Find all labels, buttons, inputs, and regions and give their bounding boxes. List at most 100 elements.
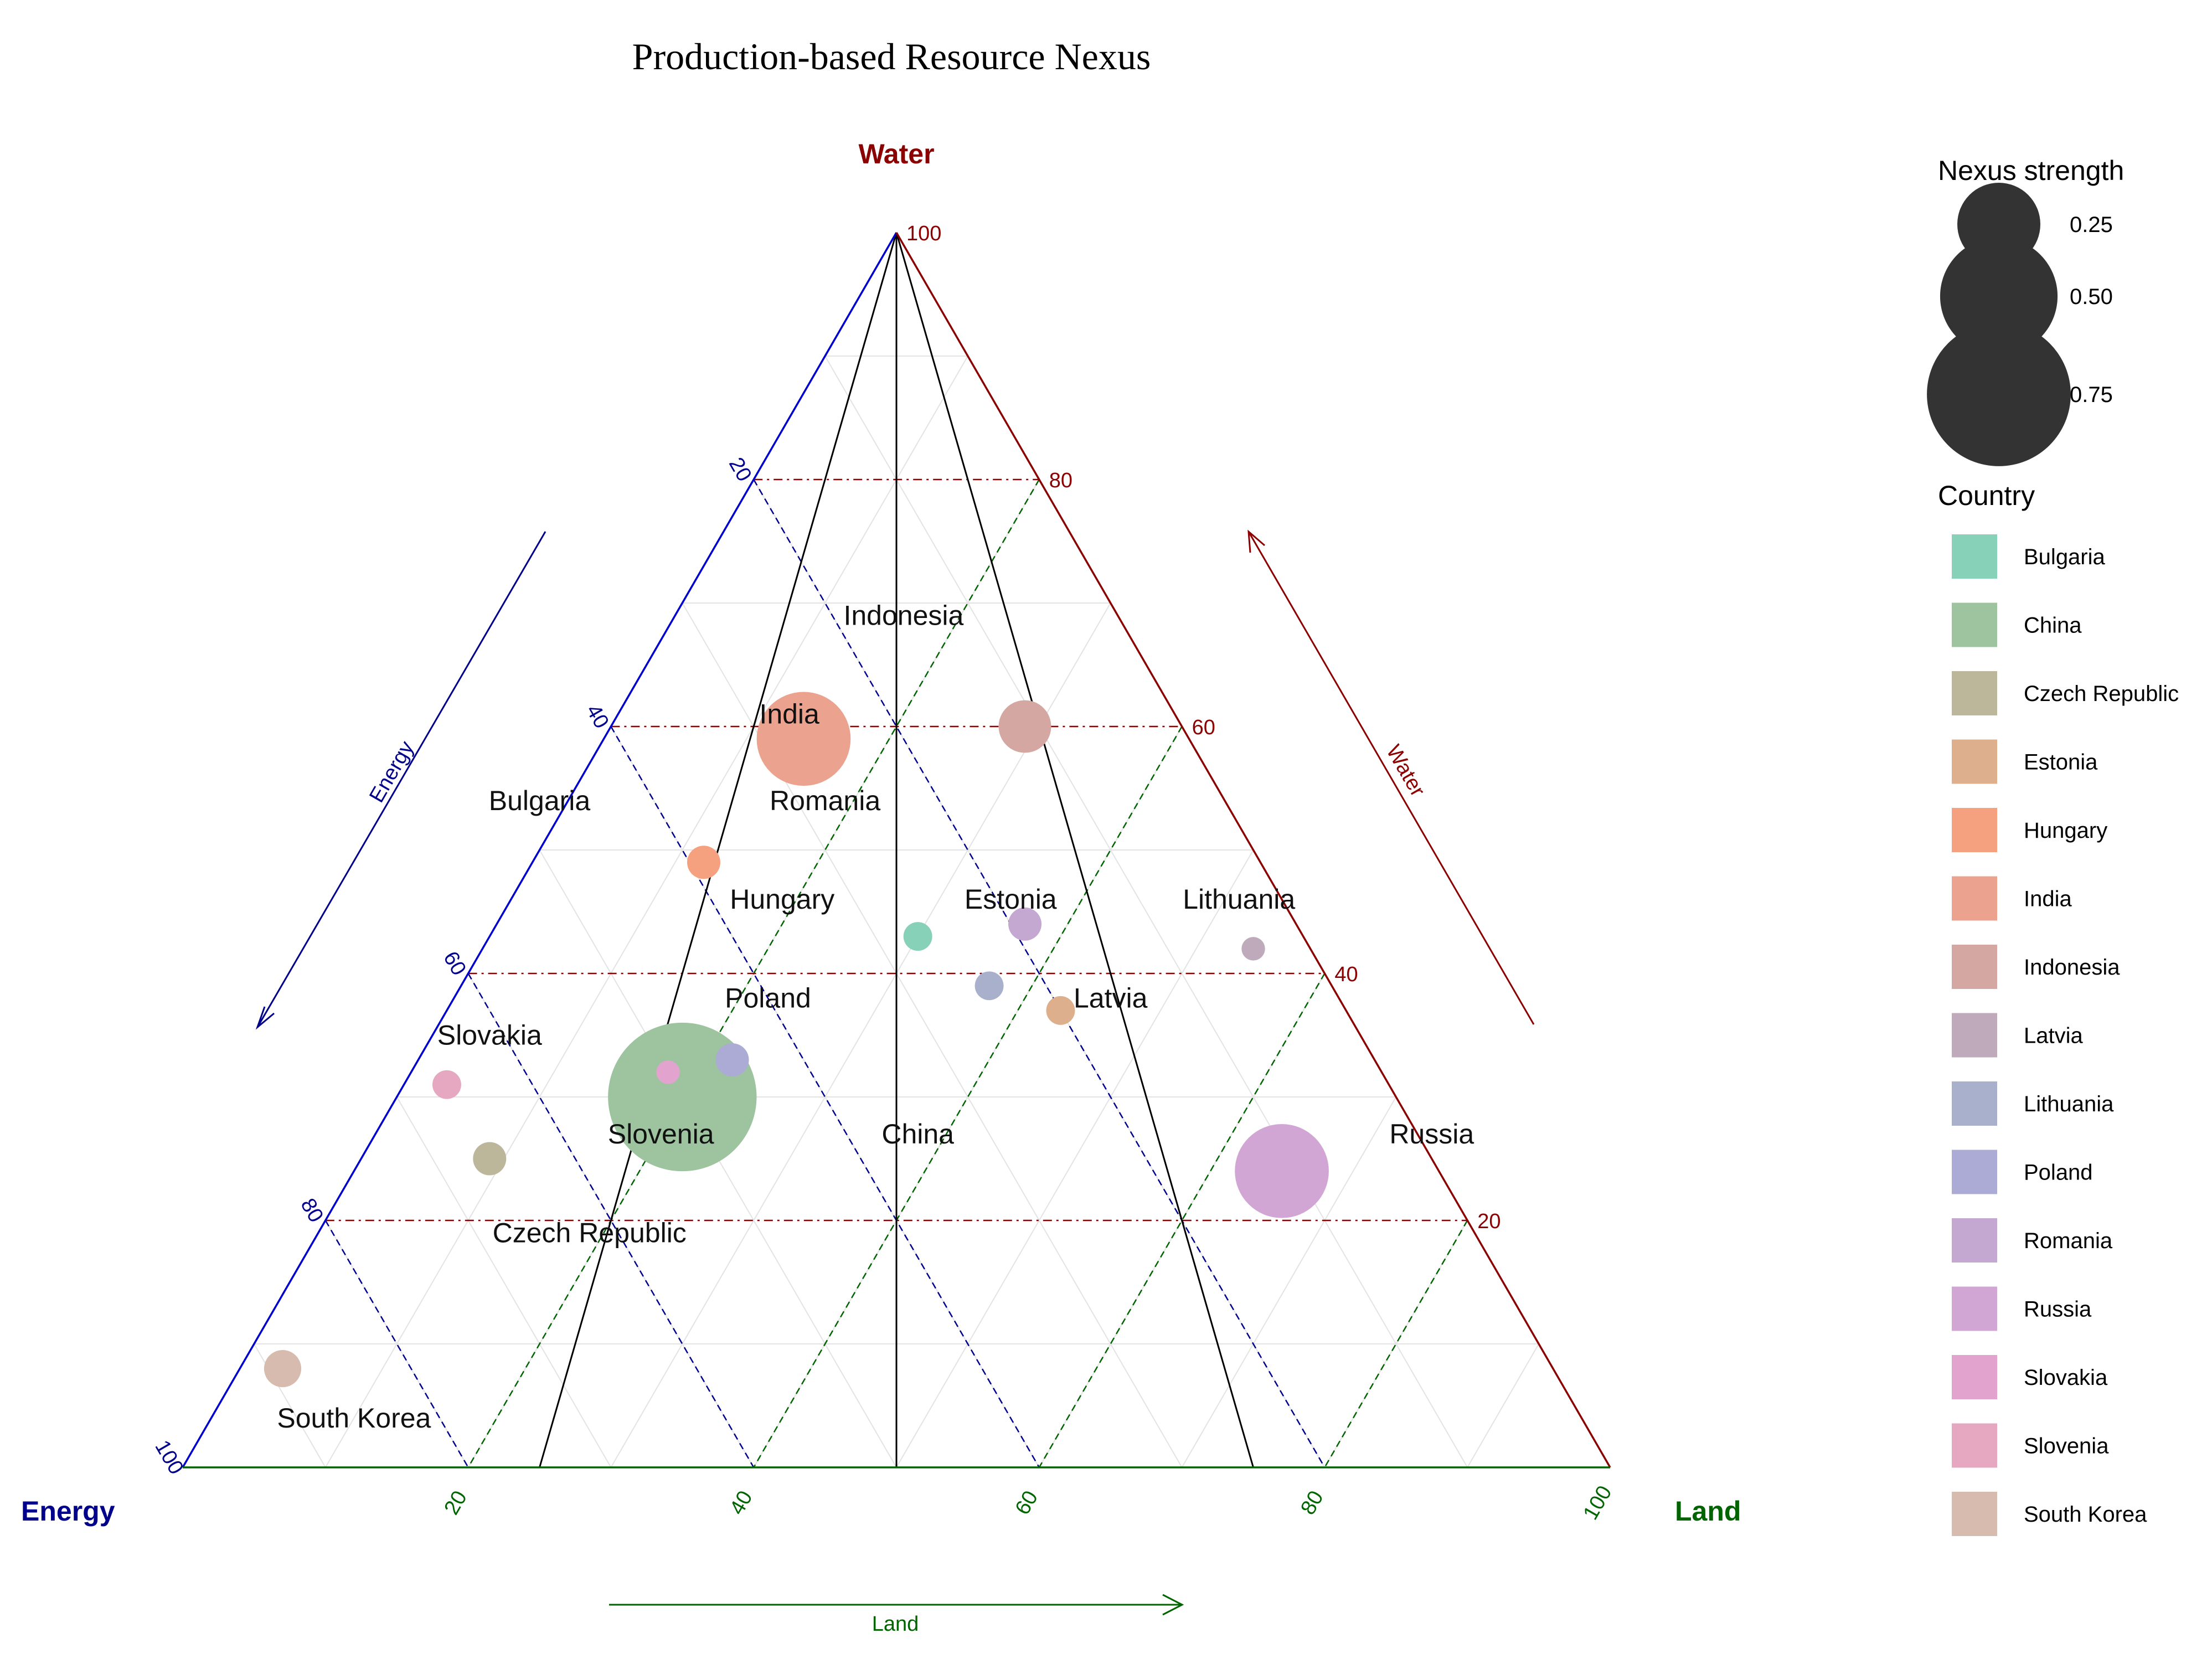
color-legend-label: Czech Republic xyxy=(2024,682,2179,706)
color-legend-label: Lithuania xyxy=(2024,1092,2114,1116)
land-direction-arrow: Land xyxy=(609,1594,1184,1636)
reference-lines xyxy=(324,232,1468,1468)
color-legend-swatch xyxy=(1952,602,1997,647)
data-point xyxy=(656,1060,680,1084)
gridline xyxy=(324,355,968,1468)
size-legend-circle xyxy=(1940,237,2058,355)
land-axis-title: Land xyxy=(1675,1496,1741,1527)
color-legend-swatch xyxy=(1952,1013,1997,1058)
water-tick-label: 60 xyxy=(1192,716,1215,739)
gridline xyxy=(824,355,1468,1468)
point-label: Lithuania xyxy=(1183,884,1295,915)
water-edge xyxy=(895,232,1611,1468)
size-legend-title: Nexus strength xyxy=(1938,155,2124,186)
gridline xyxy=(1467,1343,1539,1468)
point-label: China xyxy=(881,1119,954,1150)
data-point xyxy=(1046,996,1075,1025)
color-legend-swatch xyxy=(1952,1286,1997,1331)
point-label: Bulgaria xyxy=(489,785,591,816)
size-legend-entries: 0.25 0.50 0.75 xyxy=(1927,183,2113,466)
point-label: Poland xyxy=(725,983,811,1014)
data-point xyxy=(473,1142,507,1176)
point-label: Romania xyxy=(770,785,880,816)
water-tick-label: 100 xyxy=(906,222,941,245)
data-points xyxy=(264,692,1329,1388)
point-label: Latvia xyxy=(1074,983,1148,1014)
energy-reference-line xyxy=(467,973,755,1468)
size-legend-label: 0.50 xyxy=(2070,285,2113,309)
color-legend-label: Indonesia xyxy=(2024,955,2120,980)
land-arrow-label: Land xyxy=(872,1612,919,1636)
color-legend-label: Romania xyxy=(2024,1229,2113,1253)
point-label: India xyxy=(759,699,819,730)
color-legend: Country Bulgaria China Czech Republic Eston… xyxy=(1938,480,2179,1536)
gridline xyxy=(1181,1096,1397,1468)
point-label: Russia xyxy=(1389,1119,1474,1150)
color-legend-label: South Korea xyxy=(2024,1502,2147,1527)
triangle-outline xyxy=(182,232,1611,1468)
water-tick-label: 40 xyxy=(1334,963,1358,986)
size-legend-label: 0.75 xyxy=(2070,383,2113,407)
energy-reference-line xyxy=(753,479,1326,1468)
apex-line xyxy=(895,232,1254,1468)
color-legend-swatch xyxy=(1952,945,1997,989)
point-labels: Indonesia India Bulgaria Romania Hungary Esto… xyxy=(277,600,1474,1434)
data-point xyxy=(998,700,1051,753)
color-legend-label: Bulgaria xyxy=(2024,545,2106,569)
color-legend-swatch xyxy=(1952,1150,1997,1194)
data-point xyxy=(974,971,1004,1001)
gridline xyxy=(396,1096,612,1468)
data-point xyxy=(903,922,932,951)
point-label: South Korea xyxy=(277,1403,431,1434)
data-point xyxy=(687,846,720,879)
land-reference-line xyxy=(1038,973,1326,1468)
energy-edge xyxy=(182,232,898,1468)
color-legend-title: Country xyxy=(1938,480,2035,511)
color-legend-swatch xyxy=(1952,534,1997,579)
color-legend-label: Slovakia xyxy=(2024,1366,2108,1390)
point-label: Estonia xyxy=(965,884,1057,915)
color-legend-entries: Bulgaria China Czech Republic Estonia Hungar… xyxy=(1952,534,2179,1536)
gridline xyxy=(896,849,1254,1468)
water-tick-label: 20 xyxy=(1477,1210,1501,1233)
water-tick-label: 80 xyxy=(1049,469,1073,492)
color-legend-swatch xyxy=(1952,1218,1997,1263)
land-reference-line xyxy=(753,726,1183,1468)
color-legend-label: Estonia xyxy=(2024,750,2098,775)
water-axis-title: Water xyxy=(858,138,934,169)
color-legend-label: India xyxy=(2024,887,2072,911)
energy-reference-line xyxy=(324,1220,469,1468)
data-point xyxy=(432,1070,461,1099)
point-label: Indonesia xyxy=(843,600,963,631)
color-legend-swatch xyxy=(1952,1355,1997,1399)
color-legend-label: China xyxy=(2024,614,2082,638)
color-legend-swatch xyxy=(1952,1081,1997,1126)
energy-axis-title: Energy xyxy=(21,1496,115,1527)
size-legend-label: 0.25 xyxy=(2070,213,2113,237)
color-legend-label: Poland xyxy=(2024,1161,2093,1185)
data-point xyxy=(756,692,851,786)
point-label: Slovakia xyxy=(437,1020,542,1051)
energy-reference-line xyxy=(610,726,1040,1468)
color-legend-label: Hungary xyxy=(2024,818,2107,843)
data-point xyxy=(264,1350,302,1388)
color-legend-label: Russia xyxy=(2024,1297,2092,1322)
land-reference-line xyxy=(1324,1220,1468,1468)
apex-line xyxy=(539,232,898,1468)
data-point xyxy=(1235,1124,1329,1218)
chart-title: Production-based Resource Nexus xyxy=(632,35,1151,78)
data-point xyxy=(1241,937,1265,961)
color-legend-swatch xyxy=(1952,1492,1997,1536)
point-label: Slovenia xyxy=(608,1119,714,1150)
data-point xyxy=(1008,907,1042,941)
point-label: Hungary xyxy=(730,884,834,915)
color-legend-label: Slovenia xyxy=(2024,1434,2109,1459)
size-legend: Nexus strength 0.25 0.50 0.75 xyxy=(1927,155,2124,466)
color-legend-swatch xyxy=(1952,739,1997,784)
color-legend-swatch xyxy=(1952,876,1997,921)
color-legend-swatch xyxy=(1952,808,1997,852)
color-legend-label: Latvia xyxy=(2024,1024,2083,1048)
color-legend-swatch xyxy=(1952,1423,1997,1468)
